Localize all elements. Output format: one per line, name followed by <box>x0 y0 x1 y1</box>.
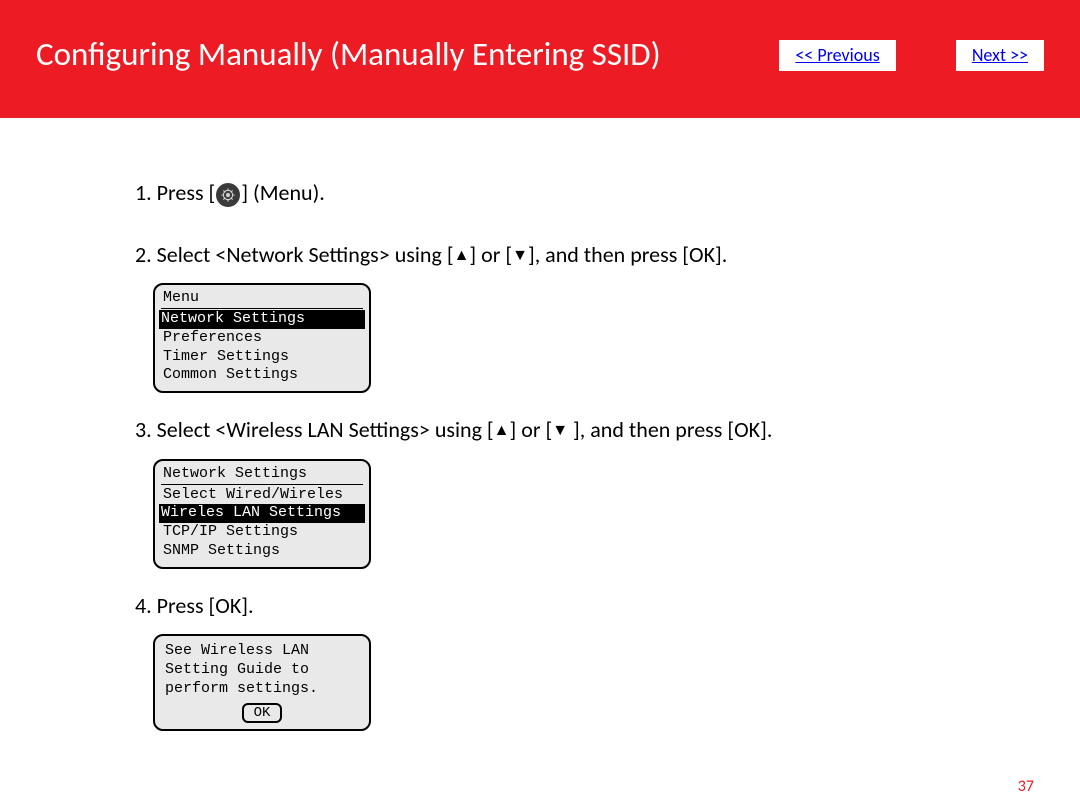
triangle-down-icon: ▼ <box>512 245 528 267</box>
next-button[interactable]: Next >> <box>956 40 1044 71</box>
page-number: 37 <box>1018 777 1034 796</box>
step-2: 2. Select <Network Settings> using [▲] o… <box>135 240 950 270</box>
step-3-text-mid: ] or [ <box>510 416 553 443</box>
lcd2-row-0: Select Wired/Wireles <box>161 486 363 505</box>
lcd-screen-1: Menu Network Settings Preferences Timer … <box>153 283 371 393</box>
step-2-text-a: 2. Select <Network Settings> using [ <box>135 241 454 268</box>
lcd3-ok-button: OK <box>242 703 283 724</box>
lcd1-row-3: Common Settings <box>161 366 363 385</box>
previous-button[interactable]: << Previous <box>779 40 895 71</box>
lcd1-row-2: Timer Settings <box>161 348 363 367</box>
triangle-up-icon: ▲ <box>454 245 470 267</box>
lcd2-row-3: SNMP Settings <box>161 542 363 561</box>
step-1-text-a: 1. Press [ <box>135 179 215 206</box>
step-1-text-b: ] (Menu). <box>241 179 325 206</box>
page-root: Configuring Manually (Manually Entering … <box>0 0 1080 810</box>
lcd3-line-2: perform settings. <box>163 680 361 699</box>
lcd2-row-1: Wireles LAN Settings <box>159 504 365 523</box>
triangle-down-icon: ▼ <box>552 420 568 442</box>
step-2-text-b: ], and then press [OK]. <box>528 241 727 268</box>
step-3-text-b: ], and then press [OK]. <box>568 416 772 443</box>
step-2-text-mid: ] or [ <box>469 241 512 268</box>
step-1: 1. Press [ ] (Menu). <box>135 178 950 208</box>
step-3-text-a: 3. Select <Wireless LAN Settings> using … <box>135 416 494 443</box>
lcd2-header: Network Settings <box>161 465 363 485</box>
lcd1-header: Menu <box>161 289 363 309</box>
lcd1-row-1: Preferences <box>161 329 363 348</box>
lcd-screen-3: See Wireless LAN Setting Guide to perfor… <box>153 634 371 731</box>
lcd3-line-1: Setting Guide to <box>163 661 361 680</box>
nav-buttons: << Previous Next >> <box>779 0 1044 71</box>
spacer <box>135 222 950 240</box>
step-3: 3. Select <Wireless LAN Settings> using … <box>135 415 950 445</box>
page-title: Configuring Manually (Manually Entering … <box>36 0 779 74</box>
lcd1-row-0: Network Settings <box>159 310 365 329</box>
menu-button-icon <box>216 183 240 207</box>
page-header: Configuring Manually (Manually Entering … <box>0 0 1080 118</box>
content-area: 1. Press [ ] (Menu). 2. Select <Networ <box>0 118 1080 731</box>
lcd3-line-0: See Wireless LAN <box>163 642 361 661</box>
lcd2-row-2: TCP/IP Settings <box>161 523 363 542</box>
step-4: 4. Press [OK]. <box>135 591 950 621</box>
lcd-screen-2: Network Settings Select Wired/Wireles Wi… <box>153 459 371 569</box>
triangle-up-icon: ▲ <box>494 420 510 442</box>
lcd3-ok-wrap: OK <box>163 703 361 724</box>
